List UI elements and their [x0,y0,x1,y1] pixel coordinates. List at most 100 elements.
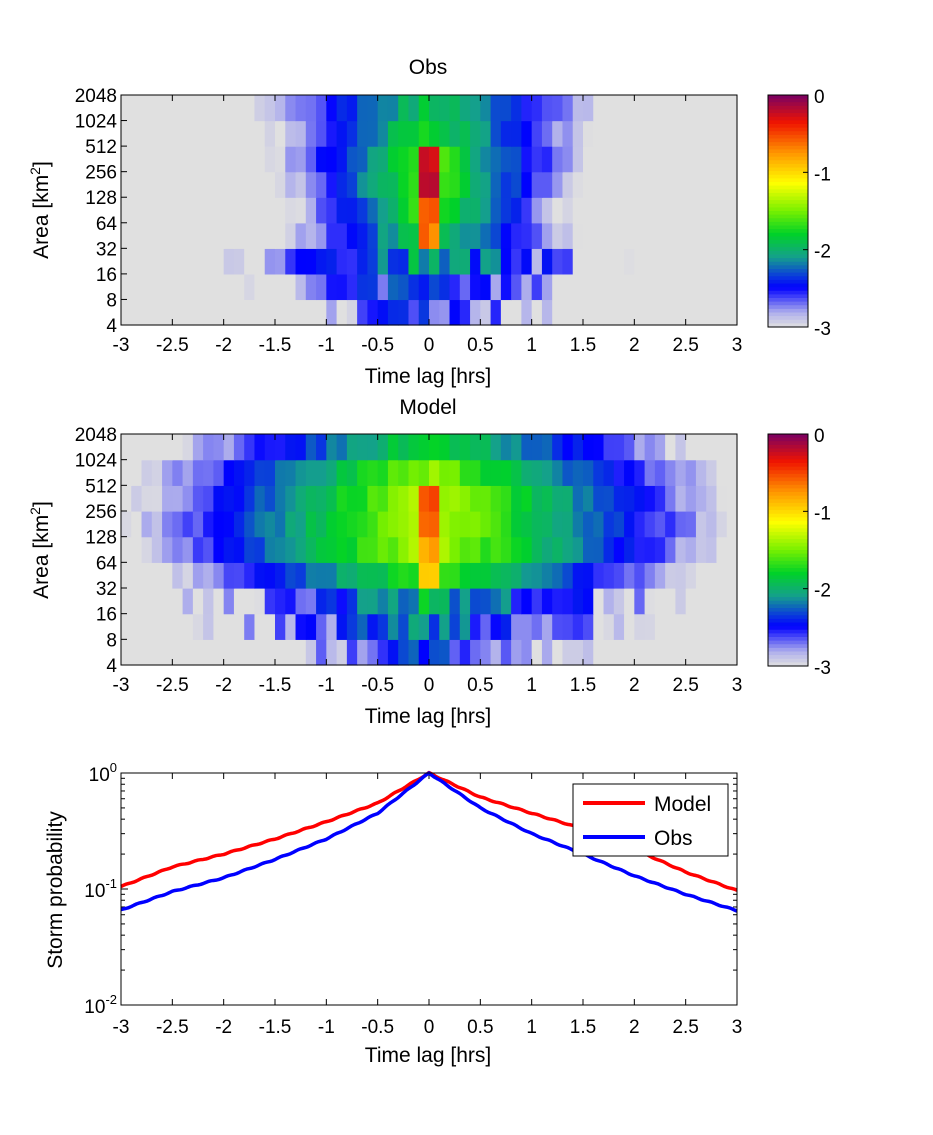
heatmap-cell [572,536,584,563]
heatmap-cell [213,146,225,173]
heatmap-cell [552,222,564,249]
heatmap-cell [572,299,584,326]
heatmap-cell [613,511,625,538]
heatmap-cell [552,434,564,461]
heatmap-cell [121,485,132,512]
heatmap-cell [192,588,204,615]
y-tick-label: 8 [106,630,117,651]
heatmap-cell [706,299,718,326]
heatmap-cell [377,511,389,538]
heatmap-cell [131,434,143,461]
x-tick-label: -2 [215,675,232,696]
heatmap-cell [357,459,368,486]
heatmap-cell [706,562,718,589]
heatmap-cell [192,299,204,326]
heatmap-cell [295,197,307,224]
heatmap-cell [654,613,666,640]
heatmap-cell [439,299,451,326]
heatmap-cell [223,613,235,640]
heatmap-cell [326,120,338,147]
heatmap-cell [275,613,286,640]
heatmap-cell [367,459,379,486]
heatmap-cell [418,639,430,666]
obs-panel: Obs -3 -2.5 -2 -1.5 -1 -0.5 0 0.5 1 1.5 2 2.5 3 4 8 16… [27,56,831,388]
model-y-axis-title-end: ] [30,501,53,507]
heatmap-cell [357,511,368,538]
heatmap-cell [572,459,584,486]
heatmap-cell [151,146,163,173]
heatmap-cell [644,536,656,563]
x-tick-label: 1.5 [570,335,596,356]
colorbar-swatch [768,283,808,288]
heatmap-cell [418,273,430,301]
heatmap-cell [716,273,728,301]
heatmap-cell [121,536,132,563]
heatmap-cell [531,197,543,224]
heatmap-cell [162,562,173,589]
heatmap-cell [603,613,615,640]
heatmap-cell [613,434,625,461]
heatmap-cell [541,248,553,275]
heatmap-cell [418,197,430,224]
y-tick-label: 64 [96,553,118,574]
heatmap-cell [367,485,379,512]
heatmap-cell [131,146,143,173]
colorbar-swatch [768,517,808,522]
heatmap-cell [665,562,676,589]
colorbar-swatch [768,484,808,489]
heatmap-cell [418,95,430,122]
heatmap-cell [264,459,276,486]
heatmap-cell [244,613,256,640]
colorbar-swatch [768,608,808,613]
heatmap-cell [121,248,132,275]
heatmap-cell [675,639,687,666]
heatmap-cell [213,95,225,122]
heatmap-cell [480,639,492,666]
heatmap-cell [685,588,697,615]
heatmap-cell [387,613,399,640]
heatmap-cell [131,197,143,224]
heatmap-cell [562,511,574,538]
x-tick-label: -2 [215,1017,232,1038]
model-x-ticks: -3 -2.5 -2 -1.5 -1 -0.5 0 0.5 1 1.5 2 2.5 3 [113,434,742,696]
colorbar-swatch [768,308,808,314]
heatmap-cell [131,613,143,640]
heatmap-cell [131,511,143,538]
heatmap-cell [254,588,266,615]
colorbar-swatch [768,214,808,219]
y-tick-label: 2048 [75,86,117,107]
colorbar-swatch [768,466,808,471]
heatmap-cell [223,434,235,461]
y-tick-label: 1024 [75,451,118,472]
heatmap-cell [490,95,502,122]
heatmap-cell [182,222,194,249]
heatmap-cell [644,511,656,538]
heatmap-cell [295,248,307,275]
heatmap-cell [654,536,666,563]
colorbar-swatch [768,568,808,573]
heatmap-cell [583,171,594,198]
heatmap-cell [182,95,194,122]
heatmap-cell [295,459,307,486]
colorbar-swatch [768,506,808,511]
heatmap-cell [305,511,317,538]
heatmap-cell [439,95,451,122]
heatmap-cell [511,120,522,147]
heatmap-cell [583,588,594,615]
heatmap-cell [244,222,256,249]
heatmap-cell [346,639,358,666]
heatmap-cell [541,459,553,486]
heatmap-cell [490,485,502,512]
heatmap-cell [182,273,194,301]
heatmap-cell [172,273,184,301]
heatmap-cell [398,485,410,512]
heatmap-cell [552,459,564,486]
colorbar-swatch [768,142,808,147]
colorbar-swatch [768,149,808,154]
heatmap-cell [685,536,697,563]
colorbar-swatch [768,156,808,161]
heatmap-cell [254,222,266,249]
heatmap-cell [572,120,584,147]
heatmap-cell [665,299,676,326]
heatmap-cell [459,511,471,538]
